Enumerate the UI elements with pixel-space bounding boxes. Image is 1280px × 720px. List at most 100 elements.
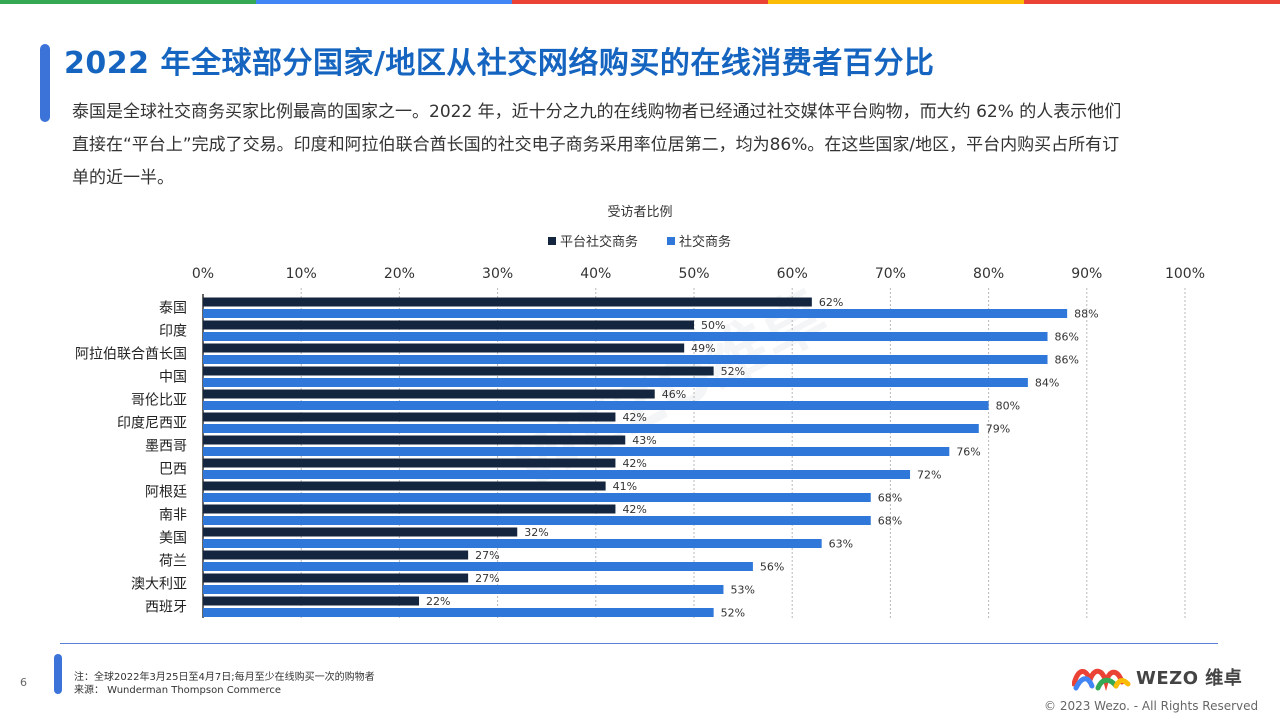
bar [203,562,753,571]
brand-name: WEZO 维卓 [1136,668,1243,689]
bar [203,366,714,376]
legend-label: 社交商务 [679,234,731,250]
page-number: 6 [20,676,27,689]
data-label: 84% [1035,377,1059,390]
bar [203,343,685,353]
category-label: 澳大利亚 [131,577,187,593]
chart-bars: 泰国 62% 88% 印度 50% 86% 阿拉伯联合酋长国 49% 86% 中国 52% 84% 哥伦… [75,296,1099,620]
top-bar-red-2 [1024,0,1280,4]
bar [203,389,655,399]
bar [203,297,812,307]
bar [203,493,871,502]
data-label: 80% [996,400,1020,413]
category-label: 阿拉伯联合酋长国 [75,346,187,363]
footer-accent-bar [54,654,62,694]
data-label: 42% [622,411,646,424]
bar [203,573,469,583]
bar [203,550,469,560]
data-label: 22% [426,595,450,608]
category-label: 巴西 [159,462,187,478]
data-label: 88% [1074,308,1098,321]
category-label: 印度 [159,324,187,340]
title-accent-bar [40,44,50,122]
category-label: 泰国 [159,301,187,317]
top-bar-blue [256,0,512,4]
data-label: 86% [1055,331,1079,344]
top-color-bar [0,0,1280,4]
bar [203,585,724,594]
data-label: 32% [524,526,548,539]
data-label: 56% [760,561,784,574]
bar [203,596,420,606]
data-label: 53% [730,584,754,597]
data-label: 49% [691,342,715,355]
top-bar-green [0,0,256,4]
x-tick-label: 40% [580,266,611,282]
x-tick-label: 60% [777,266,808,282]
category-label: 西班牙 [145,600,187,616]
top-bar-yellow [768,0,1024,4]
data-label: 62% [819,296,843,309]
bar [203,539,822,548]
data-label: 41% [613,480,637,493]
category-label: 中国 [159,370,187,386]
data-label: 27% [475,549,499,562]
bar [203,527,518,537]
bar [203,412,616,422]
legend-swatch [548,237,556,245]
data-label: 52% [721,365,745,378]
data-label: 46% [662,388,686,401]
footer-divider [60,643,1218,644]
category-label: 印度尼西亚 [117,416,187,432]
data-label: 72% [917,469,941,482]
bar [203,401,989,410]
x-tick-label: 10% [286,266,317,282]
data-label: 68% [878,492,902,505]
x-tick-label: 50% [678,266,709,282]
data-label: 86% [1055,354,1079,367]
x-tick-label: 0% [192,266,214,282]
bar [203,504,616,514]
category-label: 哥伦比亚 [131,393,187,409]
category-label: 美国 [159,531,187,547]
bar [203,378,1028,387]
footer-note: 注：全球2022年3月25日至4月7日;每月至少在线购买一次的购物者 [74,672,375,683]
data-label: 79% [986,423,1010,436]
bar [203,447,950,456]
x-tick-label: 30% [482,266,513,282]
category-label: 南非 [159,508,187,524]
x-tick-label: 100% [1165,266,1205,282]
bar [203,424,979,433]
bar [203,320,694,330]
bar [203,309,1068,318]
bar-chart: WEZO维卓 受访者比例 平台社交商务 社交商务 0% 10% 20% 30% 40% 50… [75,205,1205,620]
bar [203,608,714,617]
footer-notes: 注：全球2022年3月25日至4月7日;每月至少在线购买一次的购物者 来源： W… [74,671,375,697]
category-label: 荷兰 [159,554,187,570]
footer-source: 来源： Wunderman Thompson Commerce [74,685,281,696]
x-tick-label: 90% [1071,266,1102,282]
bar [203,355,1048,364]
bar [203,470,911,479]
data-label: 63% [829,538,853,551]
copyright-text: © 2023 Wezo. - All Rights Reserved [1044,699,1259,713]
data-label: 43% [632,434,656,447]
page-title: 2022 年全球部分国家/地区从社交网络购买的在线消费者百分比 [64,46,935,81]
bar [203,516,871,525]
page-description: 泰国是全球社交商务买家比例最高的国家之一。2022 年，近十分之九的在线购物者已… [72,102,1122,188]
data-label: 27% [475,572,499,585]
category-label: 阿根廷 [145,485,187,501]
data-label: 42% [622,457,646,470]
x-axis-ticks: 0% 10% 20% 30% 40% 50% 60% 70% 80% 90% 100% [192,266,1205,282]
legend-label: 平台社交商务 [560,234,638,250]
category-label: 墨西哥 [145,439,187,455]
data-label: 42% [622,503,646,516]
data-label: 52% [721,607,745,620]
data-label: 50% [701,319,725,332]
x-tick-label: 80% [973,266,1004,282]
wezo-logo-icon [1072,668,1131,692]
bar [203,458,616,468]
bar [203,332,1048,341]
chart-legend: 平台社交商务 社交商务 [548,234,731,250]
x-tick-label: 70% [875,266,906,282]
